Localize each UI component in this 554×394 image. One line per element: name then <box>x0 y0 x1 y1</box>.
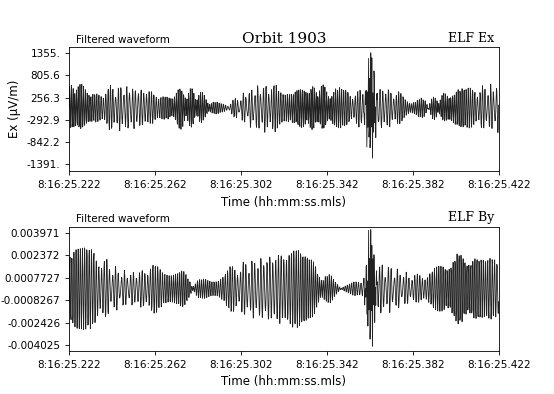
Text: ELF Ex: ELF Ex <box>448 32 494 45</box>
Text: Filtered waveform: Filtered waveform <box>76 35 170 45</box>
Text: Filtered waveform: Filtered waveform <box>76 214 170 224</box>
Y-axis label: Ex (μV/m): Ex (μV/m) <box>8 80 21 138</box>
Text: ELF By: ELF By <box>448 211 494 224</box>
X-axis label: Time (hh:mm:ss.mls): Time (hh:mm:ss.mls) <box>222 196 346 209</box>
Title: Orbit 1903: Orbit 1903 <box>242 32 326 46</box>
X-axis label: Time (hh:mm:ss.mls): Time (hh:mm:ss.mls) <box>222 375 346 388</box>
